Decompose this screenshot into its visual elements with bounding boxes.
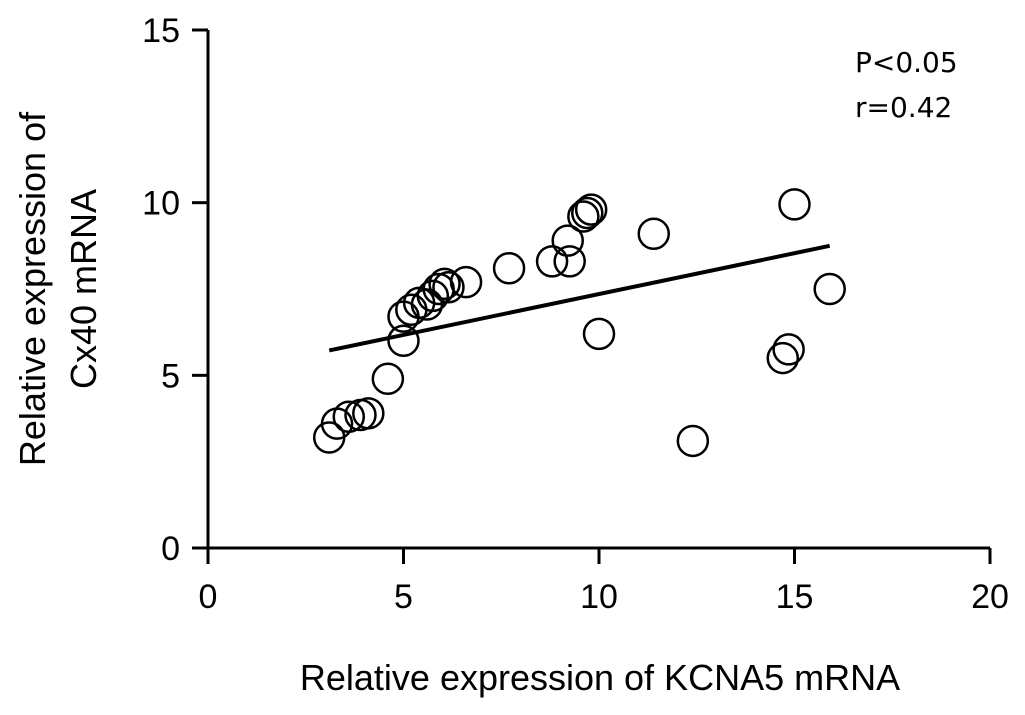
data-point — [449, 265, 483, 299]
data-point — [332, 400, 366, 434]
data-point — [582, 317, 616, 351]
data-points — [312, 188, 846, 458]
data-point — [432, 271, 465, 304]
x-axis-ticks: 0 5 10 15 20 — [199, 548, 1009, 616]
x-tick-label: 20 — [971, 578, 1009, 616]
data-point — [553, 245, 586, 278]
data-point — [813, 272, 846, 306]
data-point — [778, 188, 811, 221]
p-value-annotation: P<0.05 — [855, 46, 958, 79]
x-tick-label: 15 — [776, 578, 814, 616]
y-tick-label: 5 — [161, 357, 180, 395]
data-point — [766, 341, 800, 375]
data-point — [637, 217, 670, 250]
y-axis-title-line-1: Relative expression of — [12, 111, 53, 466]
data-point — [492, 252, 526, 285]
y-tick-label: 10 — [142, 185, 180, 223]
y-tick-label: 0 — [161, 530, 180, 568]
data-point — [772, 333, 805, 366]
y-axis-title-line-2: Cx40 mRNA — [63, 189, 104, 389]
data-point — [416, 279, 450, 313]
data-point — [395, 293, 428, 326]
y-tick-label: 15 — [142, 12, 180, 50]
data-point — [371, 362, 405, 396]
y-axis-ticks: 0 5 10 15 — [142, 12, 208, 568]
data-point — [352, 397, 385, 430]
data-point — [567, 200, 600, 233]
data-point — [535, 245, 569, 278]
correlation-annotation: r=0.42 — [855, 91, 952, 124]
x-axis-title: Relative expression of KCNA5 mRNA — [300, 657, 900, 698]
data-point — [551, 224, 584, 257]
data-point — [387, 324, 420, 358]
x-tick-label: 0 — [199, 578, 218, 616]
x-tick-label: 5 — [394, 578, 413, 616]
x-tick-label: 10 — [580, 578, 618, 616]
data-point — [571, 196, 604, 230]
regression-line — [328, 243, 831, 353]
data-point — [574, 193, 608, 226]
data-point — [428, 267, 461, 301]
data-point — [676, 424, 710, 458]
